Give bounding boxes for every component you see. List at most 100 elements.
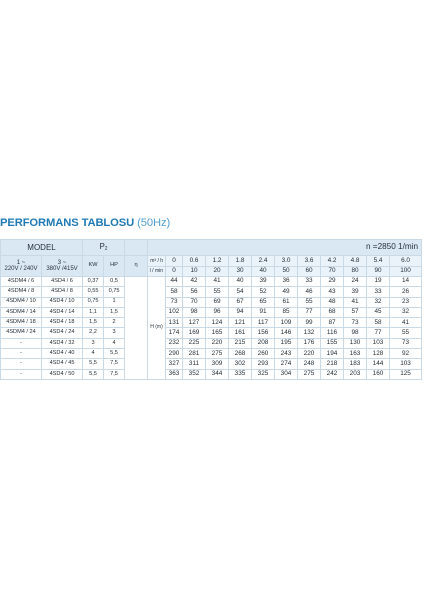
head-value: 131 (165, 317, 184, 329)
head-value: 109 (274, 317, 299, 329)
head-value: 304 (274, 368, 299, 380)
head-value: 293 (251, 358, 276, 370)
flow-m3h-value: 6.0 (389, 255, 423, 267)
head-value: 195 (274, 337, 299, 350)
head-value: 92 (389, 348, 423, 360)
head-value: 242 (320, 368, 345, 380)
three-phase-model: 4SD4 / 6 (40, 275, 84, 288)
head-value: 67 (228, 296, 253, 308)
power-hp: 1,5 (103, 306, 126, 319)
power-hp: 4 (103, 337, 126, 350)
three-phase-model: 4SD4 / 18 (40, 317, 84, 329)
head-value: 24 (343, 275, 368, 288)
head-value: 41 (205, 275, 230, 288)
head-value: 130 (343, 337, 368, 350)
head-value: 54 (228, 286, 253, 298)
head-value: 203 (343, 368, 368, 380)
head-value: 169 (182, 327, 207, 339)
three-phase-model: 4SD4 / 32 (40, 337, 84, 350)
table-row: -4SD4 / 40 4 5,5 290 281 275 268 260 243 220 194 16… (0, 348, 423, 360)
head-value: 48 (320, 296, 345, 308)
power-kw: 0,37 (82, 275, 105, 288)
performance-table: MODEL P2 n =2850 1/min 1 ~220V / 240V 3 … (0, 239, 423, 380)
head-value: 52 (251, 286, 276, 298)
head-value: 26 (389, 286, 423, 298)
head-value: 243 (274, 348, 299, 360)
head-value: 125 (389, 368, 423, 380)
head-value: 275 (205, 348, 230, 360)
head-value: 302 (228, 358, 253, 370)
head-value: 309 (205, 358, 230, 370)
head-value: 98 (343, 327, 368, 339)
head-label: H (m) (147, 276, 167, 380)
flow-lmin-value: 80 (343, 266, 368, 277)
head-value: 132 (297, 327, 322, 339)
head-value: 32 (366, 296, 391, 308)
head-value: 73 (389, 337, 423, 350)
head-value: 268 (228, 348, 253, 360)
table-row: 4SDM4 / 18 4SD4 / 18 1,5 2 131 127 124 121 117 10… (0, 317, 423, 329)
head-value: 281 (182, 348, 207, 360)
power-kw: 5,5 (82, 358, 105, 370)
header-spacer (124, 239, 149, 256)
head-value: 85 (274, 306, 299, 319)
head-value: 73 (165, 296, 184, 308)
power-kw: 2,2 (82, 327, 105, 339)
head-value: 103 (389, 358, 423, 370)
power-kw: 0,55 (82, 286, 105, 298)
flow-m3h-value: 3.6 (297, 255, 322, 267)
head-value: 260 (251, 348, 276, 360)
head-value: 19 (366, 275, 391, 288)
efficiency-header: η (124, 255, 149, 277)
three-phase-model: 4SD4 / 50 (40, 368, 84, 380)
head-value: 146 (274, 327, 299, 339)
power-kw: 1,5 (82, 317, 105, 329)
three-phase-model: 4SD4 / 10 (40, 296, 84, 308)
table-row: -4SD4 / 45 5,5 7,5 327 311 309 302 293 274 248 218… (0, 358, 423, 370)
hp-header: HP (103, 255, 126, 277)
flow-m3h-unit: m³ / h (147, 255, 167, 267)
head-value: 68 (320, 306, 345, 319)
flow-lmin-value: 70 (320, 266, 345, 277)
head-value: 194 (320, 348, 345, 360)
power-hp: 0,75 (103, 286, 126, 298)
head-value: 325 (251, 368, 276, 380)
head-value: 55 (205, 286, 230, 298)
head-value: 87 (320, 317, 345, 329)
power-header: P2 (82, 239, 126, 256)
head-value: 124 (205, 317, 230, 329)
power-hp: 5,5 (103, 348, 126, 360)
head-value: 58 (165, 286, 184, 298)
three-phase-model: 4SD4 / 24 (40, 327, 84, 339)
three-phase-model: 4SD4 / 8 (40, 286, 84, 298)
head-value: 44 (165, 275, 184, 288)
head-value: 98 (182, 306, 207, 319)
head-value: 96 (205, 306, 230, 319)
head-value: 335 (228, 368, 253, 380)
table-row: 4SDM4 / 10 4SD4 / 10 0,75 1 73 70 69 67 65 61 55 48… (0, 296, 423, 308)
flow-m3h-value: 2.4 (251, 255, 276, 267)
head-value: 160 (366, 368, 391, 380)
power-hp: 0,5 (103, 275, 126, 288)
head-value: 155 (320, 337, 345, 350)
flow-m3h-value: 3.0 (274, 255, 299, 267)
head-value: 55 (389, 327, 423, 339)
power-hp: 7,5 (103, 358, 126, 370)
head-value: 94 (228, 306, 253, 319)
head-value: 69 (205, 296, 230, 308)
head-value: 121 (228, 317, 253, 329)
head-value: 73 (343, 317, 368, 329)
single-phase-model: 4SDM4 / 10 (0, 296, 42, 308)
head-value: 33 (366, 286, 391, 298)
head-value: 61 (274, 296, 299, 308)
head-value: 225 (182, 337, 207, 350)
single-phase-model: - (0, 358, 42, 370)
flow-lmin-value: 10 (182, 266, 207, 277)
head-value: 36 (274, 275, 299, 288)
power-hp: 7,5 (103, 368, 126, 380)
head-value: 327 (165, 358, 184, 370)
single-phase-model: 4SDM4 / 14 (0, 306, 42, 319)
head-value: 45 (366, 306, 391, 319)
head-value: 165 (205, 327, 230, 339)
head-value: 311 (182, 358, 207, 370)
